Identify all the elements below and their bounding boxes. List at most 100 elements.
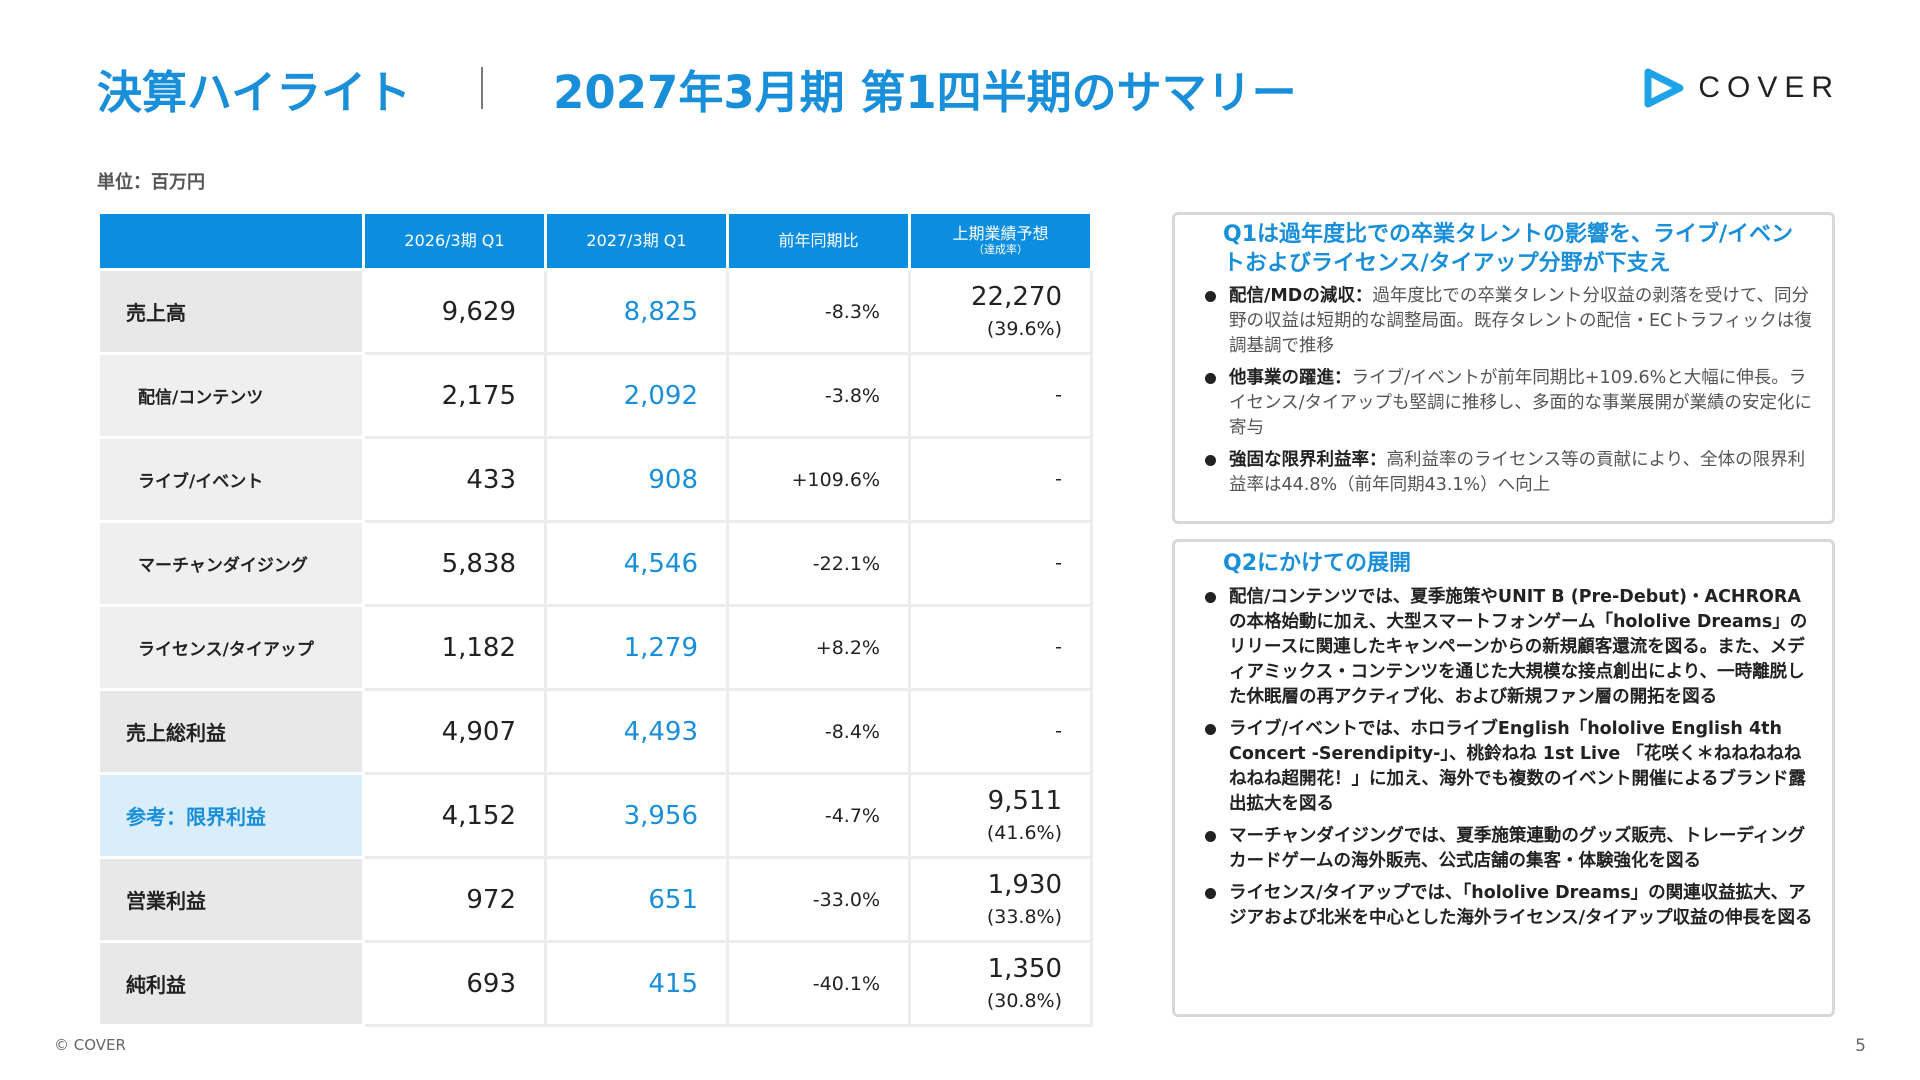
prev-value: 1,182: [362, 604, 547, 691]
table-row: 純利益 693 415 -40.1% 1,350 (30.8%): [97, 940, 1093, 1027]
prev-value: 4,907: [362, 688, 547, 775]
yoy-value: -22.1%: [726, 520, 911, 607]
forecast-value: 1,930: [987, 870, 1062, 901]
bullet-text: マーチャンダイジングでは、夏季施策連動のグッズ販売、トレーディングカードゲームの…: [1229, 825, 1806, 871]
bullet-lead: 他事業の躍進：: [1229, 368, 1352, 389]
forecast-cell: 1,350 (30.8%): [908, 940, 1093, 1027]
yoy-value: -8.4%: [726, 688, 911, 775]
q2-outlook-list: 配信/コンテンツでは、夏季施策やUNIT B (Pre-Debut)・ACHRO…: [1175, 583, 1832, 931]
table-row: 配信/コンテンツ 2,175 2,092 -3.8% -: [97, 352, 1093, 439]
curr-value: 1,279: [544, 604, 729, 691]
yoy-value: +8.2%: [726, 604, 911, 691]
table-row: 売上高 9,629 8,825 -8.3% 22,270 (39.6%): [97, 268, 1093, 355]
cover-play-icon: [1644, 68, 1684, 108]
prev-value: 693: [362, 940, 547, 1027]
financial-table: 2026/3期 Q1 2027/3期 Q1 前年同期比 上期業績予想 （達成率）…: [97, 211, 1093, 1027]
cover-logo: COVER: [1642, 68, 1840, 108]
col-header-forecast-rate: （達成率）: [973, 242, 1028, 256]
prev-value: 5,838: [362, 520, 547, 607]
prev-value: 2,175: [362, 352, 547, 439]
yoy-value: -33.0%: [726, 856, 911, 943]
row-label: 純利益: [97, 940, 365, 1027]
col-header-forecast: 上期業績予想 （達成率）: [908, 211, 1093, 271]
header-blank-cell: [97, 211, 365, 271]
col-header-curr: 2027/3期 Q1: [544, 211, 729, 271]
table-row: 営業利益 972 651 -33.0% 1,930 (33.8%): [97, 856, 1093, 943]
prev-value: 433: [362, 436, 547, 523]
achievement-rate: (33.8%): [986, 905, 1062, 928]
forecast-value: -: [908, 436, 1093, 523]
title-divider: [481, 67, 484, 109]
curr-value: 415: [544, 940, 729, 1027]
bullet-icon: [1205, 887, 1216, 899]
bullet-icon: [1205, 830, 1216, 842]
forecast-value: -: [908, 352, 1093, 439]
yoy-value: -3.8%: [726, 352, 911, 439]
list-item: 配信/コンテンツでは、夏季施策やUNIT B (Pre-Debut)・ACHRO…: [1203, 585, 1816, 710]
col-header-yoy: 前年同期比: [726, 211, 911, 271]
curr-value: 651: [544, 856, 729, 943]
row-label: 配信/コンテンツ: [97, 352, 365, 439]
list-item: ライブ/イベントでは、ホロライブEnglish「hololive English…: [1203, 717, 1816, 817]
table-row: マーチャンダイジング 5,838 4,546 -22.1% -: [97, 520, 1093, 607]
bullet-icon: [1205, 291, 1216, 303]
q2-outlook-box: Q2にかけての展開 配信/コンテンツでは、夏季施策やUNIT B (Pre-De…: [1172, 539, 1835, 1017]
achievement-rate: (30.8%): [986, 989, 1062, 1012]
bullet-icon: [1205, 455, 1216, 467]
list-item: 強固な限界利益率：高利益率のライセンス等の貢献により、全体の限界利益率は44.8…: [1203, 448, 1816, 498]
list-item: 他事業の躍進：ライブ/イベントが前年同期比+109.6%と大幅に伸長。ライセンス…: [1203, 366, 1816, 441]
forecast-value: -: [908, 688, 1093, 775]
forecast-cell: 9,511 (41.6%): [908, 772, 1093, 859]
list-item: マーチャンダイジングでは、夏季施策連動のグッズ販売、トレーディングカードゲームの…: [1203, 824, 1816, 874]
table-row: ライセンス/タイアップ 1,182 1,279 +8.2% -: [97, 604, 1093, 691]
bullet-text: ライブ/イベントが前年同期比+109.6%と大幅に伸長。ライセンス/タイアップも…: [1229, 368, 1813, 439]
row-label: マーチャンダイジング: [97, 520, 365, 607]
row-label: 売上総利益: [97, 688, 365, 775]
page-subtitle: 2027年3月期 第1四半期のサマリー: [553, 65, 1297, 119]
achievement-rate: (39.6%): [986, 317, 1062, 340]
forecast-value: 1,350: [987, 954, 1062, 985]
yoy-value: -4.7%: [726, 772, 911, 859]
unit-label: 単位：百万円: [97, 172, 205, 193]
table-row: ライブ/イベント 433 908 +109.6% -: [97, 436, 1093, 523]
page-title: 決算ハイライト 2027年3月期 第1四半期のサマリー: [97, 56, 1297, 120]
table-row: 売上総利益 4,907 4,493 -8.4% -: [97, 688, 1093, 775]
bullet-text: 過年度比での卒業タレント分収益の剥落を受けて、同分野の収益は短期的な調整局面。既…: [1229, 286, 1812, 357]
list-item: 配信/MDの減収：過年度比での卒業タレント分収益の剥落を受けて、同分野の収益は短…: [1203, 284, 1816, 359]
q1-summary-heading: Q1は過年度比での卒業タレントの影響を、ライブ/イベントおよびライセンス/タイア…: [1223, 222, 1794, 276]
q2-outlook-heading: Q2にかけての展開: [1223, 551, 1412, 576]
yoy-value: -8.3%: [726, 268, 911, 355]
row-label: ライブ/イベント: [97, 436, 365, 523]
row-label: 参考：限界利益: [97, 772, 365, 859]
row-label: 営業利益: [97, 856, 365, 943]
page-number: 5: [1855, 1036, 1866, 1056]
forecast-cell: 1,930 (33.8%): [908, 856, 1093, 943]
copyright-text: © COVER: [54, 1036, 126, 1054]
table-header-row: 2026/3期 Q1 2027/3期 Q1 前年同期比 上期業績予想 （達成率）: [97, 211, 1093, 271]
prev-value: 9,629: [362, 268, 547, 355]
bullet-icon: [1205, 373, 1216, 385]
achievement-rate: (41.6%): [986, 821, 1062, 844]
bullet-text: 配信/コンテンツでは、夏季施策やUNIT B (Pre-Debut)・ACHRO…: [1229, 586, 1808, 707]
page-title-main: 決算ハイライト: [97, 65, 412, 119]
bullet-lead: 強固な限界利益率：: [1229, 450, 1387, 471]
curr-value: 2,092: [544, 352, 729, 439]
col-header-forecast-title: 上期業績予想: [952, 224, 1049, 244]
bullet-text: ライブ/イベントでは、ホロライブEnglish「hololive English…: [1229, 718, 1806, 814]
q1-summary-box: Q1は過年度比での卒業タレントの影響を、ライブ/イベントおよびライセンス/タイア…: [1172, 212, 1835, 524]
yoy-value: -40.1%: [726, 940, 911, 1027]
curr-value: 3,956: [544, 772, 729, 859]
curr-value: 908: [544, 436, 729, 523]
q1-summary-list: 配信/MDの減収：過年度比での卒業タレント分収益の剥落を受けて、同分野の収益は短…: [1175, 282, 1832, 498]
row-label: 売上高: [97, 268, 365, 355]
forecast-cell: 22,270 (39.6%): [908, 268, 1093, 355]
forecast-value: 9,511: [987, 786, 1062, 817]
col-header-prev: 2026/3期 Q1: [362, 211, 547, 271]
curr-value: 4,493: [544, 688, 729, 775]
prev-value: 972: [362, 856, 547, 943]
curr-value: 8,825: [544, 268, 729, 355]
prev-value: 4,152: [362, 772, 547, 859]
forecast-value: -: [908, 520, 1093, 607]
curr-value: 4,546: [544, 520, 729, 607]
forecast-value: 22,270: [971, 282, 1062, 313]
